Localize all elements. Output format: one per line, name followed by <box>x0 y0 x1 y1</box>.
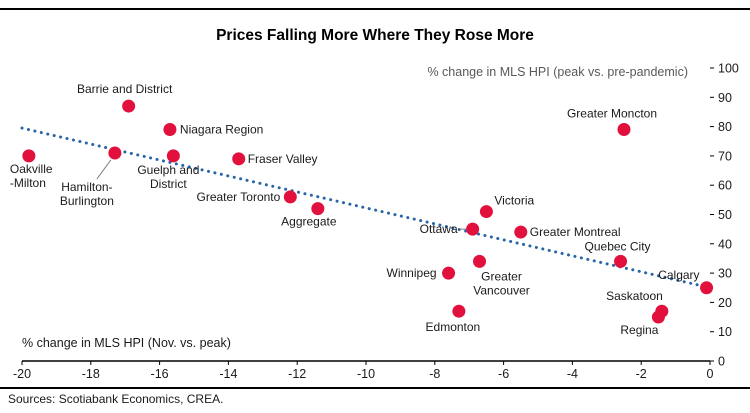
point-label: Winnipeg <box>387 266 437 280</box>
point-label: Guelph and <box>137 163 199 177</box>
x-tick-label: -14 <box>219 367 237 381</box>
scatter-point <box>614 254 628 268</box>
scatter-point <box>442 266 456 280</box>
x-tick-label: -12 <box>288 367 306 381</box>
right-axis-label: % change in MLS HPI (peak vs. pre-pandem… <box>427 65 688 79</box>
scatter-point <box>700 281 714 295</box>
y-tick-label: 10 <box>718 325 732 339</box>
x-tick-label: -20 <box>13 367 31 381</box>
point-label: Oakville <box>10 162 53 176</box>
y-tick-label: 50 <box>718 208 732 222</box>
scatter-point <box>311 202 325 216</box>
x-tick-label: -4 <box>567 367 578 381</box>
point-label: Greater <box>481 269 522 283</box>
scatter-point <box>122 99 136 113</box>
label-leader-line <box>96 159 112 180</box>
point-label: Quebec City <box>585 239 651 253</box>
top-divider <box>0 8 750 10</box>
point-label: Barrie and District <box>77 82 173 96</box>
scatter-point <box>473 254 487 268</box>
chart-title: Prices Falling More Where They Rose More <box>216 27 534 44</box>
scatter-point <box>163 123 177 137</box>
scatter-point <box>232 152 246 166</box>
x-tick-label: 0 <box>707 367 714 381</box>
point-label: Ottawa <box>420 222 458 236</box>
x-tick-label: -6 <box>498 367 509 381</box>
point-label: Greater Moncton <box>567 107 657 121</box>
bottom-divider <box>0 387 750 389</box>
sources-note: Sources: Scotiabank Economics, CREA. <box>8 392 224 406</box>
scatter-point <box>479 205 493 219</box>
y-tick-label: 90 <box>718 91 732 105</box>
y-tick-label: 80 <box>718 120 732 134</box>
point-label: Victoria <box>494 194 534 208</box>
point-label: Edmonton <box>426 320 481 334</box>
point-label: Burlington <box>60 194 114 208</box>
scatter-point <box>651 310 665 324</box>
x-tick-label: -16 <box>151 367 169 381</box>
y-tick-label: 70 <box>718 149 732 163</box>
point-label: Niagara Region <box>180 123 263 137</box>
trend-line <box>20 126 712 290</box>
scatter-point <box>283 190 297 204</box>
y-tick-label: 40 <box>718 237 732 251</box>
point-label: Fraser Valley <box>248 152 318 166</box>
y-tick-label: 60 <box>718 179 732 193</box>
scatter-point <box>617 123 631 137</box>
scatter-point <box>514 225 528 239</box>
point-label: Calgary <box>658 268 699 282</box>
point-label: -Milton <box>10 176 46 190</box>
point-label: Regina <box>620 323 658 337</box>
scatter-point <box>108 146 122 160</box>
x-tick-label: -2 <box>636 367 647 381</box>
point-label: Greater Montreal <box>530 225 621 239</box>
x-tick-label: -8 <box>429 367 440 381</box>
point-label: Hamilton- <box>61 180 112 194</box>
scatter-point <box>466 222 480 236</box>
x-tick-label: -10 <box>357 367 375 381</box>
y-tick-label: 0 <box>718 355 725 369</box>
point-label: Vancouver <box>473 283 529 297</box>
scatter-point <box>166 149 180 163</box>
y-tick-label: 20 <box>718 296 732 310</box>
scatter-point <box>452 304 466 318</box>
y-tick-label: 100 <box>718 62 739 76</box>
point-label: Aggregate <box>281 215 337 229</box>
point-label: Greater Toronto <box>196 190 280 204</box>
point-label: District <box>150 177 187 191</box>
x-tick-label: -18 <box>82 367 100 381</box>
scatter-point <box>22 149 36 163</box>
x-axis-label: % change in MLS HPI (Nov. vs. peak) <box>22 336 231 350</box>
y-tick-label: 30 <box>718 267 732 281</box>
point-label: Saskatoon <box>606 289 663 303</box>
